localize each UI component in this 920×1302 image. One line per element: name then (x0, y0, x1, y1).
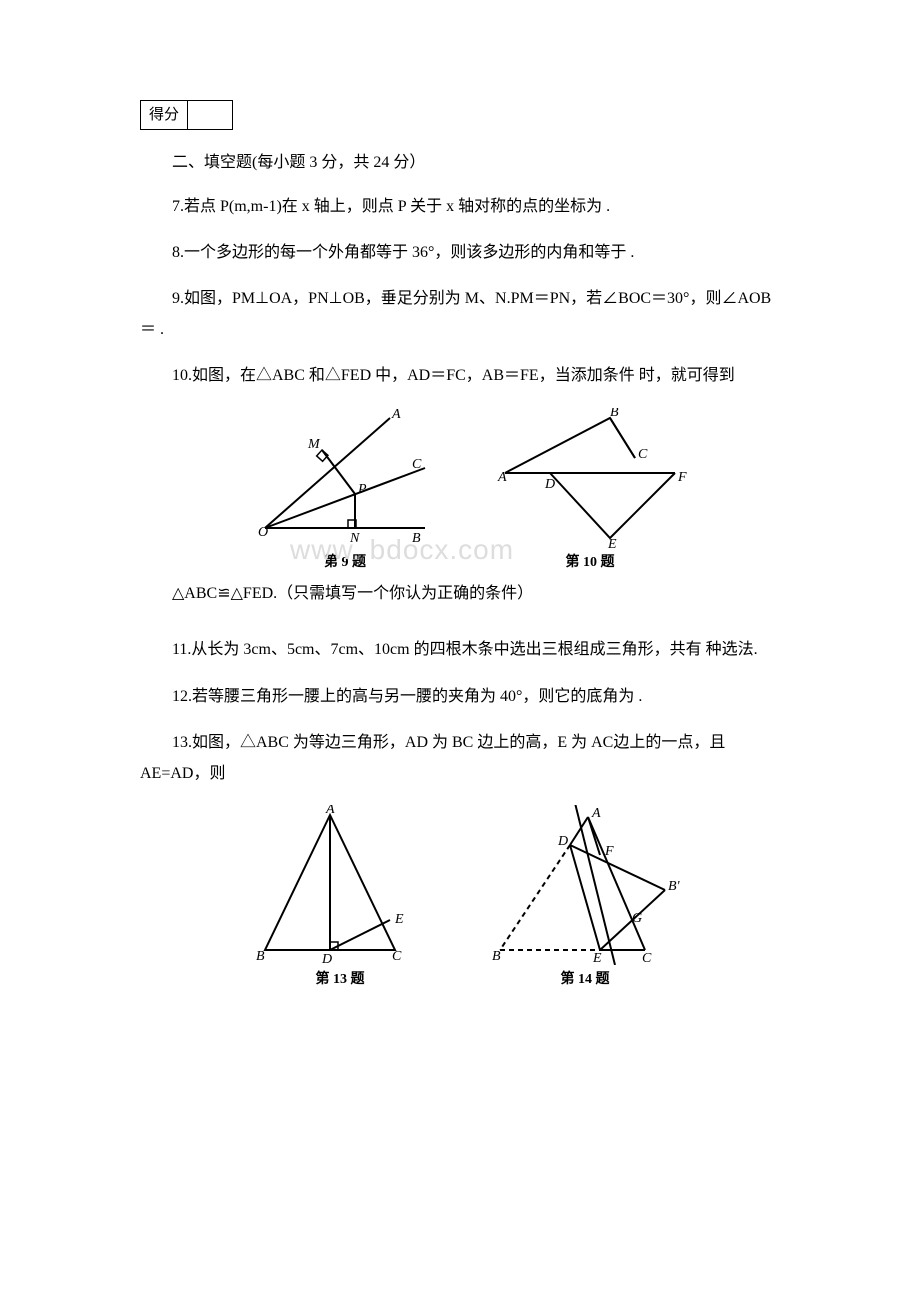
question-8: 8.一个多边形的每一个外角都等于 36°，则该多边形的内角和等于 . (140, 238, 780, 268)
svg-text:A: A (325, 805, 335, 817)
svg-text:G: G (632, 911, 642, 926)
score-value (188, 101, 233, 130)
svg-text:B: B (492, 949, 501, 964)
svg-text:A: A (391, 408, 401, 422)
figure-14-caption: 第 14 题 (561, 969, 610, 991)
svg-text:M: M (307, 437, 321, 452)
question-10: 10.如图，在△ABC 和△FED 中，AD＝FC，AB＝FE，当添加条件 时，… (140, 361, 780, 391)
question-11: 11.从长为 3cm、5cm、7cm、10cm 的四根木条中选出三根组成三角形，… (140, 635, 780, 665)
figure-9: O A B C M N P 第 9 题 (250, 408, 440, 574)
question-13: 13.如图，△ABC 为等边三角形，AD 为 BC 边上的高，E 为 AC边上的… (140, 728, 780, 789)
svg-text:F: F (604, 844, 614, 859)
svg-text:B: B (412, 531, 421, 546)
figure-13-caption: 第 13 题 (316, 969, 365, 991)
question-7: 7.若点 P(m,m-1)在 x 轴上，则点 P 关于 x 轴对称的点的坐标为 … (140, 192, 780, 222)
score-label: 得分 (141, 101, 188, 130)
question-9: 9.如图，PM⊥OA，PN⊥OB，垂足分别为 M、N.PM＝PN，若∠BOC＝3… (140, 284, 780, 345)
svg-text:F: F (677, 470, 687, 485)
question-12: 12.若等腰三角形一腰上的高与另一腰的夹角为 40°，则它的底角为 . (140, 682, 780, 712)
svg-text:A: A (497, 470, 507, 485)
svg-text:E: E (394, 912, 404, 927)
svg-text:D: D (544, 477, 555, 492)
figure-14: A B C D E F G B' 第 14 题 (480, 805, 690, 991)
figures-row-1: www. bdocx.com O A B C M N P 第 9 题 (160, 408, 780, 574)
section-title: 二、填空题(每小题 3 分，共 24 分） (140, 150, 780, 176)
question-10-continuation: △ABC≌△FED.（只需填写一个你认为正确的条件） (140, 579, 780, 609)
figure-13: A B C D E 第 13 题 (250, 805, 430, 991)
svg-text:D: D (321, 952, 332, 965)
svg-text:C: C (638, 447, 648, 462)
svg-text:P: P (357, 482, 367, 497)
svg-text:B': B' (668, 879, 681, 894)
svg-text:C: C (642, 951, 652, 965)
svg-text:C: C (412, 457, 422, 472)
svg-text:C: C (392, 949, 402, 964)
figure-9-caption: 第 9 题 (324, 552, 366, 574)
svg-text:B: B (610, 408, 619, 420)
figure-9-svg: O A B C M N P (250, 408, 440, 548)
figures-row-2: A B C D E 第 13 题 A B C (160, 805, 780, 991)
figure-13-svg: A B C D E (250, 805, 430, 965)
figure-10-caption: 第 10 题 (566, 552, 615, 574)
score-box: 得分 (140, 100, 233, 130)
svg-text:D: D (557, 834, 568, 849)
figure-10: A D C F B E 第 10 题 (490, 408, 690, 574)
svg-text:N: N (349, 531, 360, 546)
svg-text:O: O (258, 525, 268, 540)
figure-14-svg: A B C D E F G B' (480, 805, 690, 965)
svg-text:A: A (591, 806, 601, 821)
svg-text:E: E (607, 537, 617, 548)
svg-text:E: E (592, 951, 602, 965)
svg-text:B: B (256, 949, 265, 964)
figure-10-svg: A D C F B E (490, 408, 690, 548)
